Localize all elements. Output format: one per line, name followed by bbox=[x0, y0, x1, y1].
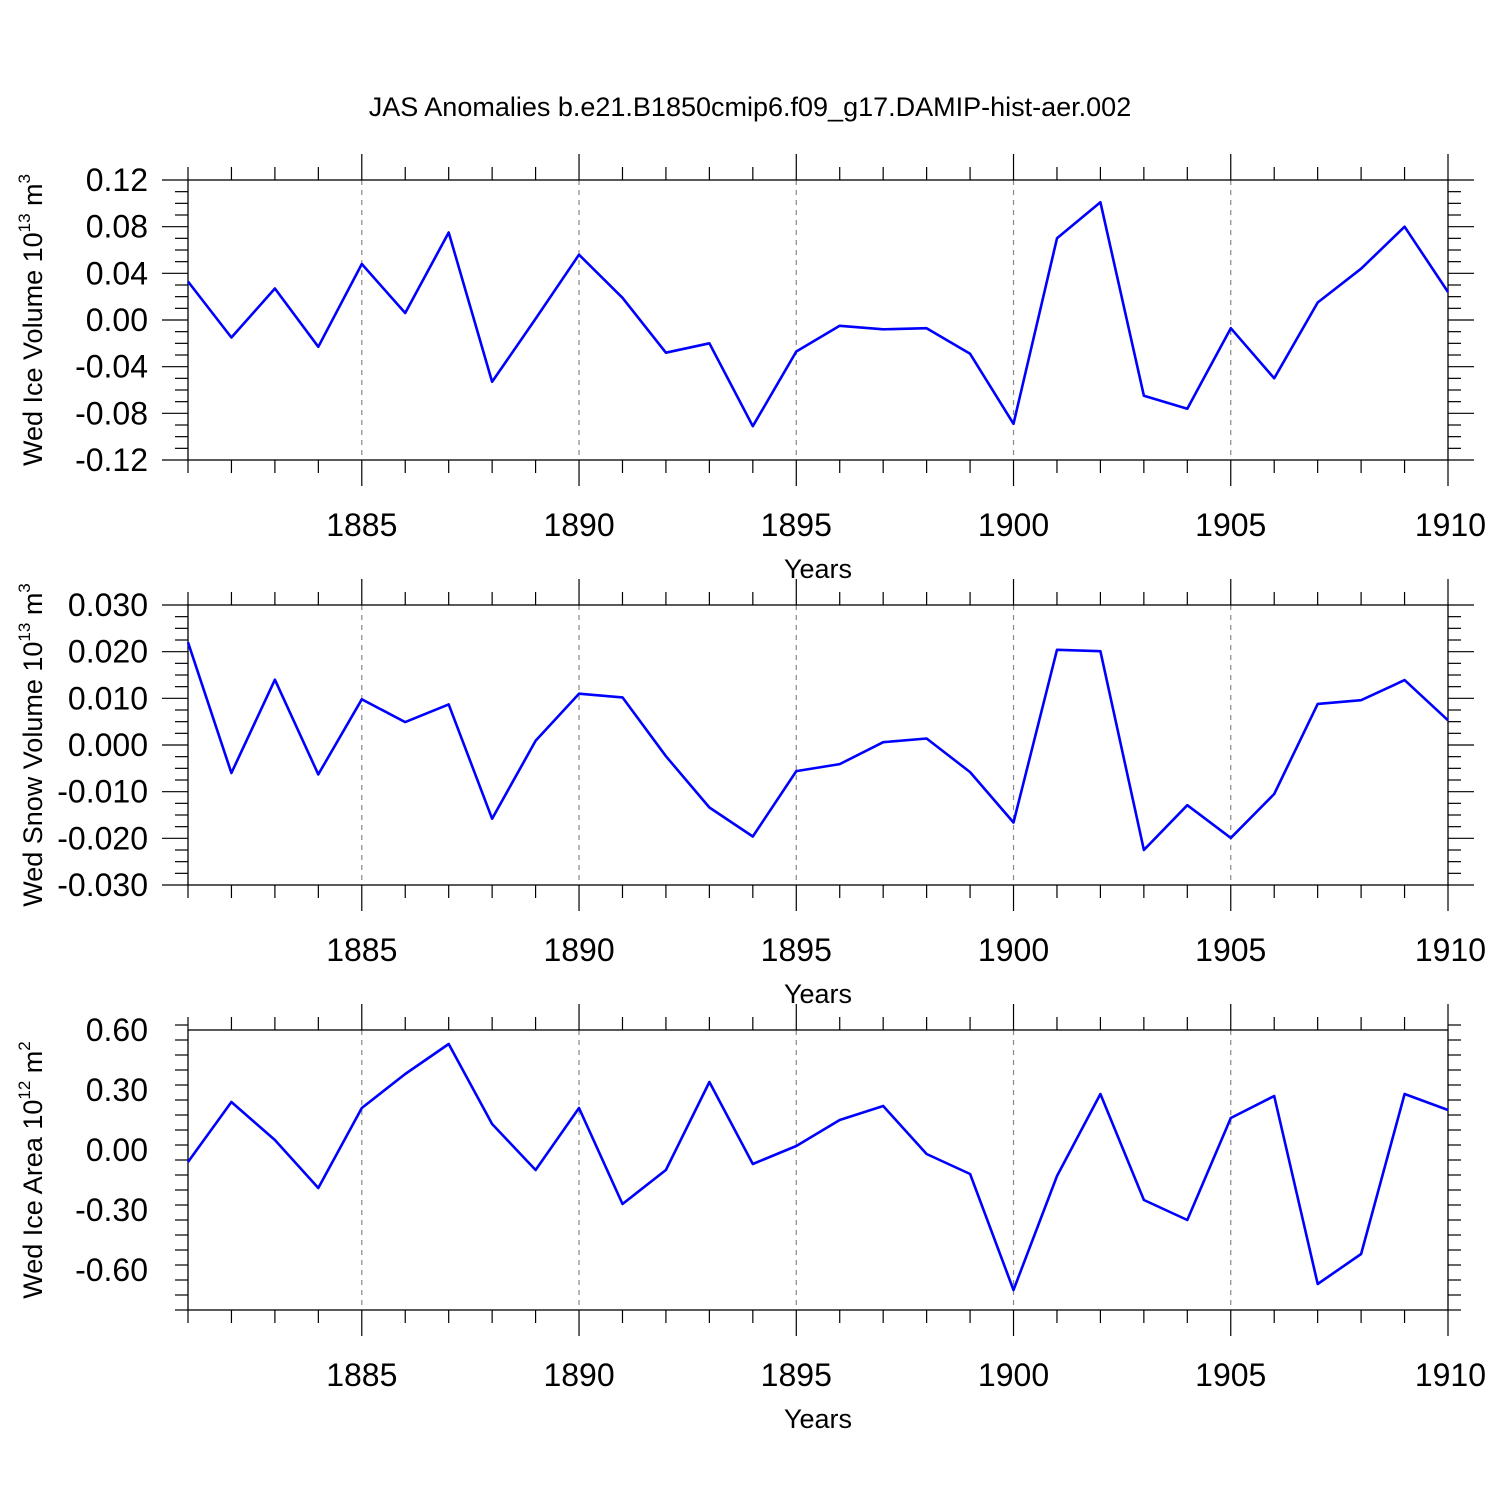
ice-area-x-tick-label: 1890 bbox=[543, 1357, 614, 1393]
figure-title: JAS Anomalies b.e21.B1850cmip6.f09_g17.D… bbox=[369, 92, 1131, 122]
ice-volume-y-tick-label: -0.04 bbox=[75, 349, 148, 385]
snow-volume-y-tick-label: -0.010 bbox=[57, 774, 148, 810]
ice-volume-series-line bbox=[186, 200, 1450, 428]
ice-area-x-tick-label: 1895 bbox=[761, 1357, 832, 1393]
ice-area-y-tick-label: 0.00 bbox=[86, 1132, 148, 1168]
ice-area-x-axis-label: Years bbox=[784, 1404, 852, 1434]
ice-volume-x-tick-label: 1895 bbox=[761, 507, 832, 543]
ice-area-x-tick-label: 1900 bbox=[978, 1357, 1049, 1393]
panel-ice-volume: -0.12 -0.08 -0.04 0.00 0.04 0.08 0.12 1885 1890 1… bbox=[15, 154, 1486, 584]
ice-volume-y-tick-label: -0.08 bbox=[75, 395, 148, 431]
ice-volume-y-axis-label: Wed Ice Volume 1013 m3 bbox=[15, 174, 48, 466]
ice-volume-x-tick-label: 1890 bbox=[543, 507, 614, 543]
snow-volume-y-axis-label: Wed Snow Volume 1013 m3 bbox=[15, 583, 48, 907]
ice-area-plot-frame bbox=[187, 1029, 1449, 1311]
ice-area-x-tick-label: 1905 bbox=[1195, 1357, 1266, 1393]
snow-volume-x-tick-label: 1905 bbox=[1195, 932, 1266, 968]
snow-volume-x-tick-label: 1910 bbox=[1415, 932, 1486, 968]
ice-area-y-tick-label: -0.60 bbox=[75, 1252, 148, 1288]
ice-volume-x-tick-label: 1900 bbox=[978, 507, 1049, 543]
ice-area-y-tick-label: 0.30 bbox=[86, 1072, 148, 1108]
snow-volume-x-tick-label: 1890 bbox=[543, 932, 614, 968]
snow-volume-y-tick-label: 0.000 bbox=[68, 727, 148, 763]
snow-volume-x-tick-label: 1885 bbox=[326, 932, 397, 968]
snow-volume-y-tick-label: 0.010 bbox=[68, 680, 148, 716]
panel-snow-volume: -0.030 -0.020 -0.010 0.000 0.010 0.020 0.030 18… bbox=[15, 579, 1486, 1009]
panels: -0.12 -0.08 -0.04 0.00 0.04 0.08 0.12 1885 1890 1… bbox=[15, 154, 1486, 1434]
ice-volume-x-tick-label: 1885 bbox=[326, 507, 397, 543]
snow-volume-y-tick-label: 0.030 bbox=[68, 587, 148, 623]
ice-area-y-tick-label: -0.30 bbox=[75, 1192, 148, 1228]
ice-volume-y-tick-label: -0.12 bbox=[75, 442, 148, 478]
snow-volume-x-tick-label: 1900 bbox=[978, 932, 1049, 968]
ice-area-y-axis-label: Wed Ice Area 1012 m2 bbox=[15, 1041, 48, 1299]
ice-volume-x-tick-label: 1905 bbox=[1195, 507, 1266, 543]
ice-area-series-line bbox=[186, 1042, 1449, 1292]
ice-volume-y-tick-label: 0.04 bbox=[86, 255, 148, 291]
ice-area-y-tick-label: 0.60 bbox=[86, 1012, 148, 1048]
ice-volume-x-tick-label: 1910 bbox=[1415, 507, 1486, 543]
ice-area-x-tick-label: 1885 bbox=[326, 1357, 397, 1393]
ice-volume-y-tick-label: 0.08 bbox=[86, 209, 148, 245]
snow-volume-y-tick-label: -0.030 bbox=[57, 867, 148, 903]
ice-volume-x-axis-label: Years bbox=[784, 554, 852, 584]
ice-area-x-tick-label: 1910 bbox=[1415, 1357, 1486, 1393]
ice-volume-y-tick-label: 0.00 bbox=[86, 302, 148, 338]
snow-volume-x-axis-label: Years bbox=[784, 979, 852, 1009]
snow-volume-y-tick-label: -0.020 bbox=[57, 820, 148, 856]
ice-volume-y-tick-label: 0.12 bbox=[86, 162, 148, 198]
panel-ice-area: -0.60 -0.30 0.00 0.30 0.60 1885 1890 1895 1900 19… bbox=[15, 1004, 1486, 1434]
snow-volume-series-line bbox=[186, 641, 1449, 852]
snow-volume-y-tick-label: 0.020 bbox=[68, 634, 148, 670]
snow-volume-x-tick-label: 1895 bbox=[761, 932, 832, 968]
